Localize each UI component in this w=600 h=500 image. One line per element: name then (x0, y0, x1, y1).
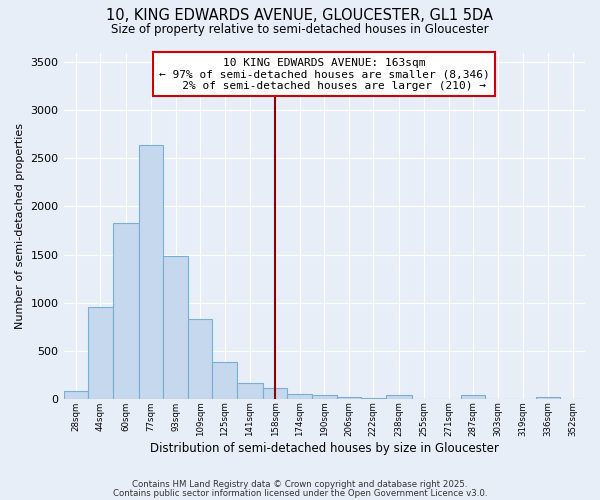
Bar (536, 397, 560, 399)
Bar (386, 396, 412, 399)
Bar (88, 308, 113, 399)
Bar (337, 397, 361, 399)
Bar (64, 390, 88, 399)
Bar (287, 394, 312, 399)
Text: 10 KING EDWARDS AVENUE: 163sqm
← 97% of semi-detached houses are smaller (8,346): 10 KING EDWARDS AVENUE: 163sqm ← 97% of … (159, 58, 490, 91)
Bar (461, 396, 485, 399)
Y-axis label: Number of semi-detached properties: Number of semi-detached properties (15, 122, 25, 328)
Bar (237, 384, 263, 399)
X-axis label: Distribution of semi-detached houses by size in Gloucester: Distribution of semi-detached houses by … (150, 442, 499, 455)
Text: Contains HM Land Registry data © Crown copyright and database right 2025.: Contains HM Land Registry data © Crown c… (132, 480, 468, 489)
Text: Size of property relative to semi-detached houses in Gloucester: Size of property relative to semi-detach… (111, 22, 489, 36)
Bar (188, 319, 212, 399)
Bar (163, 256, 188, 399)
Bar (113, 223, 139, 399)
Bar (361, 398, 386, 399)
Text: 10, KING EDWARDS AVENUE, GLOUCESTER, GL1 5DA: 10, KING EDWARDS AVENUE, GLOUCESTER, GL1… (107, 8, 493, 22)
Bar (263, 388, 287, 399)
Bar (312, 396, 337, 399)
Bar (139, 145, 163, 399)
Text: Contains public sector information licensed under the Open Government Licence v3: Contains public sector information licen… (113, 488, 487, 498)
Bar (212, 362, 237, 399)
